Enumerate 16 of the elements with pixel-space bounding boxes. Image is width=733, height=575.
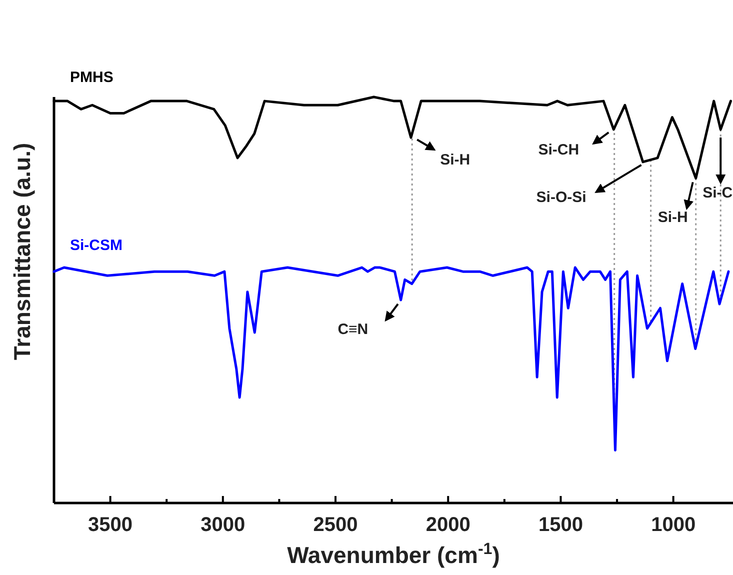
annotation: Si-CH xyxy=(538,141,580,158)
x-tick-label: 2500 xyxy=(313,514,358,536)
annotation: C≡N xyxy=(338,321,368,338)
x-tick-label: 2000 xyxy=(426,514,470,536)
annotation: Si-C xyxy=(702,184,733,202)
x-tick-label: 1500 xyxy=(538,514,583,536)
y-axis-title: Transmittance (a.u.) xyxy=(9,142,35,360)
annotation: Si-O-Si xyxy=(536,188,586,206)
series-label: PMHS xyxy=(70,69,114,86)
x-tick-label: 1000 xyxy=(651,514,696,536)
series-label: Si-CSM xyxy=(70,237,122,254)
annotation: Si-H xyxy=(658,209,688,226)
x-axis-title: Wavenumber (cm$^{-1}$) xyxy=(287,540,500,568)
annotation: Si-H xyxy=(440,152,470,169)
x-tick-label: 3000 xyxy=(200,514,246,536)
x-tick-label: 3500 xyxy=(88,514,133,536)
